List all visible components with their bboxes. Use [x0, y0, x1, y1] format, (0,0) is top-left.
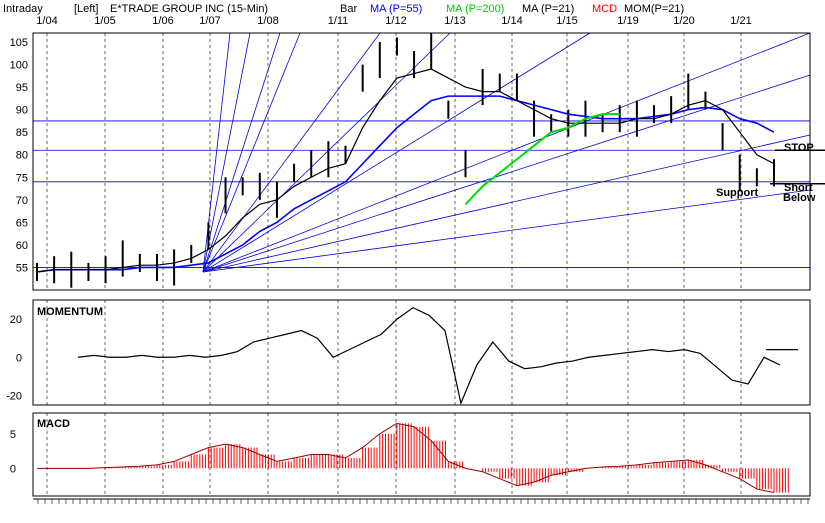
date-label: 1/13 — [444, 15, 465, 27]
support-annotation: Support — [716, 187, 758, 199]
y-tick-label: 100 — [10, 60, 28, 72]
fan-line — [202, 134, 811, 273]
date-label: 1/21 — [730, 15, 751, 27]
momentum-panel: MOMENTUM 20 0 -20 — [6, 306, 798, 406]
y-tick-label: -20 — [6, 390, 22, 402]
chart-title: E*TRADE GROUP INC (15-Min) — [110, 3, 268, 15]
price-panel: 55 60 65 70 75 80 85 90 95 100 105 — [10, 32, 825, 288]
fan-line — [202, 32, 451, 273]
macd-line — [37, 422, 775, 494]
date-label: 1/04 — [36, 15, 57, 27]
panel-frame — [32, 32, 811, 291]
axis-side-label: [Left] — [74, 3, 98, 15]
date-label: 1/20 — [673, 15, 694, 27]
date-axis: 1/04 1/05 1/06 1/07 1/08 1/11 1/12 1/13 1/14 1/15… — [36, 15, 751, 27]
y-tick-label: 65 — [16, 217, 28, 229]
y-tick-label: 105 — [10, 37, 28, 49]
macd-title: MACD — [37, 418, 70, 430]
momentum-title: MOMENTUM — [37, 306, 103, 318]
fan-line — [202, 32, 811, 273]
fan-line — [202, 32, 381, 273]
y-tick-label: 90 — [16, 105, 28, 117]
y-tick-label: 0 — [10, 463, 16, 475]
date-label: 1/14 — [501, 15, 522, 27]
y-tick-label: 70 — [16, 195, 28, 207]
y-tick-label: 60 — [16, 240, 28, 252]
indicator-label: MA (P=55) — [370, 3, 422, 15]
ma55-line — [36, 95, 775, 273]
ma21-line — [36, 68, 775, 273]
indicator-label: MCD — [592, 3, 617, 15]
indicator-label: MA (P=200) — [446, 3, 504, 15]
date-label: 1/08 — [257, 15, 278, 27]
fan-line — [202, 32, 281, 273]
y-tick-label: 20 — [10, 314, 22, 326]
y-tick-label: 80 — [16, 150, 28, 162]
stop-annotation: STOP — [784, 142, 814, 154]
fan-line — [202, 32, 301, 273]
ma200-line — [464, 113, 620, 206]
y-tick-label: 0 — [16, 352, 22, 364]
period-label: Intraday — [3, 3, 43, 15]
macd-panel: MACD 5 0 — [10, 418, 789, 494]
y-tick-label: 95 — [16, 82, 28, 94]
date-label: 1/05 — [94, 15, 115, 27]
indicator-label: Bar — [340, 3, 357, 15]
indicator-label: MA (P=21) — [522, 3, 574, 15]
y-tick-label: 55 — [16, 262, 28, 274]
date-label: 1/19 — [617, 15, 638, 27]
date-label: 1/11 — [328, 15, 349, 27]
indicator-legend: Bar MA (P=55) MA (P=200) MA (P=21) MCD MOM(P=… — [340, 3, 684, 15]
indicator-label: MOM(P=21) — [624, 3, 684, 15]
y-tick-label: 85 — [16, 127, 28, 139]
momentum-line — [77, 306, 781, 406]
fan-line — [202, 189, 811, 273]
date-label: 1/07 — [199, 15, 220, 27]
panel-frame — [32, 299, 811, 406]
fan-line — [202, 32, 251, 273]
date-label: 1/06 — [152, 15, 173, 27]
panel-frame — [32, 412, 811, 497]
short-annotation: Short — [784, 182, 813, 194]
y-tick-label: 5 — [10, 429, 16, 441]
fan-line — [202, 32, 591, 273]
y-tick-label: 75 — [16, 172, 28, 184]
below-annotation: Below — [783, 192, 816, 204]
date-label: 1/15 — [556, 15, 577, 27]
date-label: 1/12 — [385, 15, 406, 27]
